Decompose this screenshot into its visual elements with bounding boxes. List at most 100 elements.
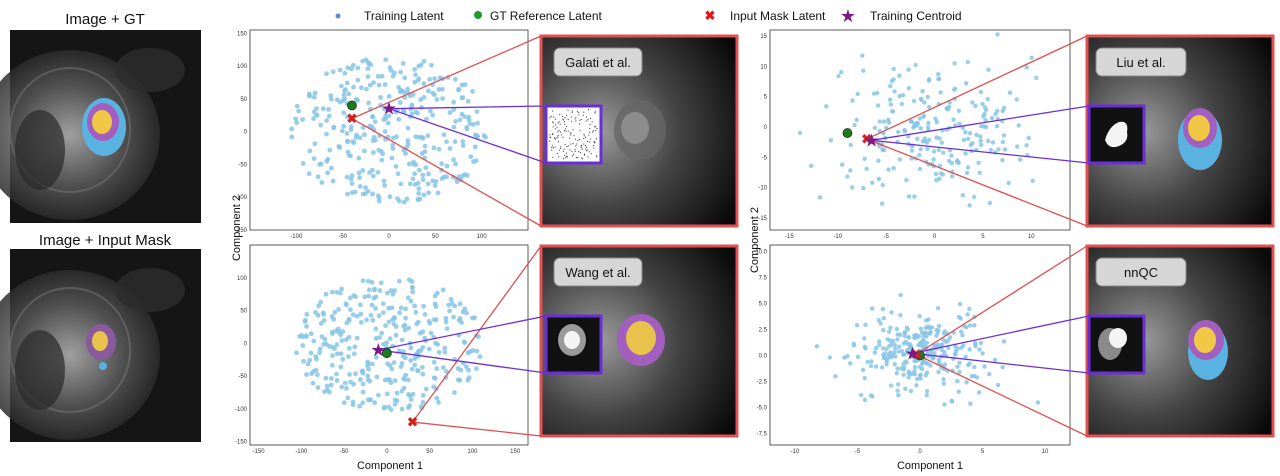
training-latent-point [973, 342, 978, 347]
training-latent-point [905, 351, 910, 356]
training-centroid: ★ [904, 343, 920, 363]
training-latent-point [402, 327, 408, 333]
training-latent-point [360, 168, 366, 173]
training-latent-point [922, 100, 927, 105]
input-mask-latent: ✖ [346, 111, 357, 126]
training-latent-point [428, 330, 434, 336]
training-latent-point [421, 58, 427, 64]
training-latent-point [434, 395, 440, 401]
training-latent-point [909, 354, 914, 359]
training-latent-point [434, 97, 440, 102]
training-latent-point [403, 372, 408, 378]
callout-line-red [915, 353, 1088, 437]
training-latent-point [863, 346, 868, 351]
training-latent-point [369, 302, 375, 308]
training-latent-point [358, 377, 363, 382]
training-latent-point [402, 322, 408, 328]
training-latent-point [462, 306, 468, 312]
y-tick-label: 2.5 [759, 327, 768, 333]
training-latent-point [890, 353, 895, 359]
training-latent-point [360, 278, 366, 284]
training-latent-point [848, 142, 853, 148]
training-latent-point [350, 402, 356, 408]
training-latent-point [1014, 97, 1019, 102]
training-latent-point [872, 125, 878, 131]
training-latent-point [420, 135, 426, 141]
training-latent-point [410, 284, 415, 290]
training-latent-point [370, 191, 375, 197]
training-latent-point [926, 120, 931, 126]
training-latent-point [344, 80, 350, 86]
training-latent-point [918, 326, 923, 331]
training-latent-point [330, 331, 335, 336]
mri-image-mask: Image + Input Mask [0, 232, 201, 442]
training-latent-point [963, 151, 968, 156]
training-latent-point [301, 358, 306, 364]
training-latent-point [869, 359, 874, 364]
training-latent-point [473, 132, 478, 138]
mri-image-gt: Image + GT [0, 11, 201, 223]
training-latent-point [1029, 55, 1034, 60]
training-latent-point [871, 91, 877, 96]
training-latent-point [359, 85, 364, 91]
training-latent-point [851, 341, 856, 347]
training-latent-point [371, 80, 376, 85]
training-latent-point [390, 291, 396, 297]
training-latent-point [349, 190, 355, 196]
training-latent-point [911, 125, 916, 130]
training-latent-point [918, 126, 923, 131]
x-tick-label: 5 [981, 234, 985, 240]
training-latent-point [896, 129, 901, 135]
training-latent-point [417, 167, 422, 173]
training-latent-point [944, 106, 950, 111]
training-latent-point [995, 32, 1000, 37]
training-latent-point [420, 364, 425, 370]
training-latent-point [385, 120, 391, 126]
y-tick-label: 0 [244, 341, 248, 347]
training-latent-point [901, 362, 906, 367]
training-latent-point [461, 339, 467, 345]
training-latent-point [405, 86, 411, 92]
training-latent-point [451, 124, 457, 130]
training-latent-point [325, 156, 331, 162]
training-latent-point [881, 327, 886, 333]
training-latent-point [294, 350, 299, 356]
input-mask-latent: ✖ [911, 347, 922, 362]
training-latent-point [358, 311, 364, 317]
training-latent-point [362, 132, 367, 138]
training-latent-point [383, 113, 388, 119]
training-latent-point [1000, 365, 1005, 370]
training-latent-point [920, 361, 925, 366]
training-latent-point [442, 345, 448, 351]
training-latent-point [895, 388, 900, 393]
training-latent-point [924, 140, 929, 145]
training-latent-point [862, 397, 868, 403]
training-latent-point [891, 166, 896, 171]
training-latent-point [898, 313, 903, 318]
training-latent-point [365, 66, 371, 71]
training-latent-point [981, 124, 987, 129]
training-latent-point [345, 395, 351, 401]
training-latent-point [367, 378, 373, 384]
legend: Training Latent GT Reference Latent ✖ In… [335, 6, 962, 26]
training-latent-point [413, 309, 419, 315]
training-latent-point [444, 326, 450, 332]
training-latent-point [308, 350, 314, 356]
training-latent-point [839, 162, 845, 167]
training-latent-point [920, 338, 925, 343]
training-latent-point [347, 295, 353, 301]
training-latent-point [922, 331, 927, 336]
training-latent-point [896, 393, 901, 398]
training-latent-point [884, 362, 889, 367]
training-latent-point [429, 62, 434, 68]
training-latent-point [436, 349, 442, 355]
training-latent-point [308, 331, 314, 337]
training-latent-point [371, 150, 376, 155]
training-latent-point [451, 99, 457, 105]
training-latent-point [904, 325, 910, 330]
training-latent-point [946, 338, 951, 343]
training-latent-point [470, 315, 475, 321]
training-latent-point [956, 108, 962, 114]
training-latent-point [393, 332, 399, 338]
training-latent-point [979, 142, 984, 148]
